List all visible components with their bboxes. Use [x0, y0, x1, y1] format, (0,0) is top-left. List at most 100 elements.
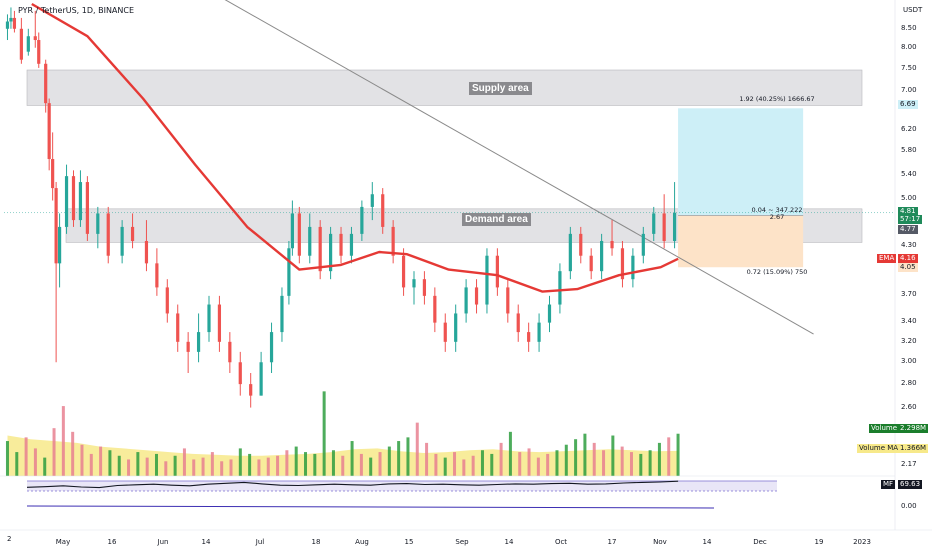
x-tick: 19 [814, 538, 824, 546]
stop-price-badge: 4.05 [898, 263, 918, 272]
candle-body [464, 287, 468, 314]
price-tick: 0.00 [901, 502, 917, 510]
volume-bar [592, 442, 596, 476]
volume-bar [453, 452, 457, 476]
volume-bar [201, 457, 205, 476]
price-tick: 3.40 [901, 317, 917, 325]
candle-body [64, 176, 69, 227]
volume-bar [117, 455, 121, 476]
candle-body [589, 255, 593, 272]
x-tick: 18 [311, 538, 321, 546]
x-tick: Sep [455, 538, 469, 546]
candle-body [186, 341, 190, 352]
candle-body [537, 322, 541, 342]
candle-body [280, 295, 284, 333]
volume-bar [387, 446, 391, 476]
volume-bar [536, 457, 540, 476]
volume-bar [220, 461, 224, 476]
loss-zone [678, 215, 804, 268]
volume-bar [667, 437, 671, 476]
candle-body [228, 341, 232, 363]
volume-bar [629, 452, 633, 476]
volume-bar [546, 453, 550, 476]
volume-bar [24, 437, 28, 476]
price-tick: 2.17 [901, 460, 917, 468]
candle-body [401, 255, 406, 288]
candle-body [516, 313, 520, 333]
ema-name-badge: EMA [877, 254, 897, 263]
candle-body [269, 332, 274, 363]
volume-bar [99, 446, 103, 476]
volume-bar [127, 459, 131, 476]
x-tick: 17 [607, 538, 617, 546]
volume-bar [425, 442, 429, 476]
volume-bar [5, 441, 9, 476]
supply-zone [26, 69, 863, 106]
x-tick: Aug [355, 538, 369, 546]
volume-bar [574, 439, 578, 476]
x-tick: 15 [404, 538, 414, 546]
supply-area-label: Supply area [469, 82, 532, 95]
mf-band [27, 481, 777, 491]
candle-body [339, 233, 343, 256]
currency-label: USDT [903, 6, 923, 14]
volume-bar [164, 461, 168, 476]
candle-body [600, 240, 604, 272]
volume-bar [434, 453, 438, 476]
candle-body [433, 295, 437, 323]
volume-bar [620, 446, 624, 476]
candle-body [308, 226, 312, 256]
mf-signal-line [26, 505, 715, 509]
mf-name-badge: MF [881, 480, 896, 489]
candle-body [620, 248, 625, 280]
candle-body [9, 17, 13, 22]
volume-bar [294, 446, 298, 476]
entry-sub-label: 2.67 [769, 213, 785, 221]
price-tick: 3.00 [901, 357, 917, 365]
volume-bar [276, 455, 280, 476]
price-tick: 5.40 [901, 170, 917, 178]
volume-bar [192, 459, 196, 476]
candle-body [106, 213, 110, 256]
candle-body [96, 213, 100, 234]
volume-bar [490, 453, 494, 476]
candle-body [71, 176, 76, 221]
volume-bar [33, 448, 37, 476]
profit-zone [678, 108, 804, 216]
volume-bar [71, 431, 75, 476]
candle-body [155, 263, 159, 288]
candle-body [381, 194, 385, 227]
volume-bar [462, 459, 466, 476]
candle-body [641, 233, 645, 256]
candle-body [391, 226, 395, 256]
candle-body [120, 226, 124, 256]
candle-body [47, 103, 51, 160]
chart-title: PYR / TetherUS, 1D, BINANCE [18, 6, 135, 15]
volume-bar [555, 450, 559, 476]
candle-body [662, 213, 666, 241]
candle-body [165, 287, 169, 314]
candle-body [290, 213, 294, 249]
volume-bar [182, 448, 186, 476]
candle-body [422, 279, 427, 296]
x-tick: Jul [255, 538, 265, 546]
volume-bar [676, 433, 680, 476]
volume-bar [248, 453, 252, 476]
volume-bar [108, 450, 112, 476]
volume-bar [518, 452, 522, 476]
volume-bar [639, 453, 643, 476]
ema-value-badge: 4.16 [898, 254, 918, 263]
price-tick: 8.00 [901, 43, 917, 51]
volume-bar [61, 406, 65, 476]
candle-body [610, 240, 614, 249]
candle-body [443, 322, 447, 342]
volume-bar [359, 453, 363, 476]
volume-bar [406, 437, 410, 476]
price-tick: 7.00 [901, 86, 917, 94]
candle-body [57, 226, 62, 264]
candle-body [672, 212, 677, 241]
ema-line [31, 2, 679, 293]
volume-bar [564, 444, 568, 476]
price-tick: 7.50 [901, 64, 917, 72]
